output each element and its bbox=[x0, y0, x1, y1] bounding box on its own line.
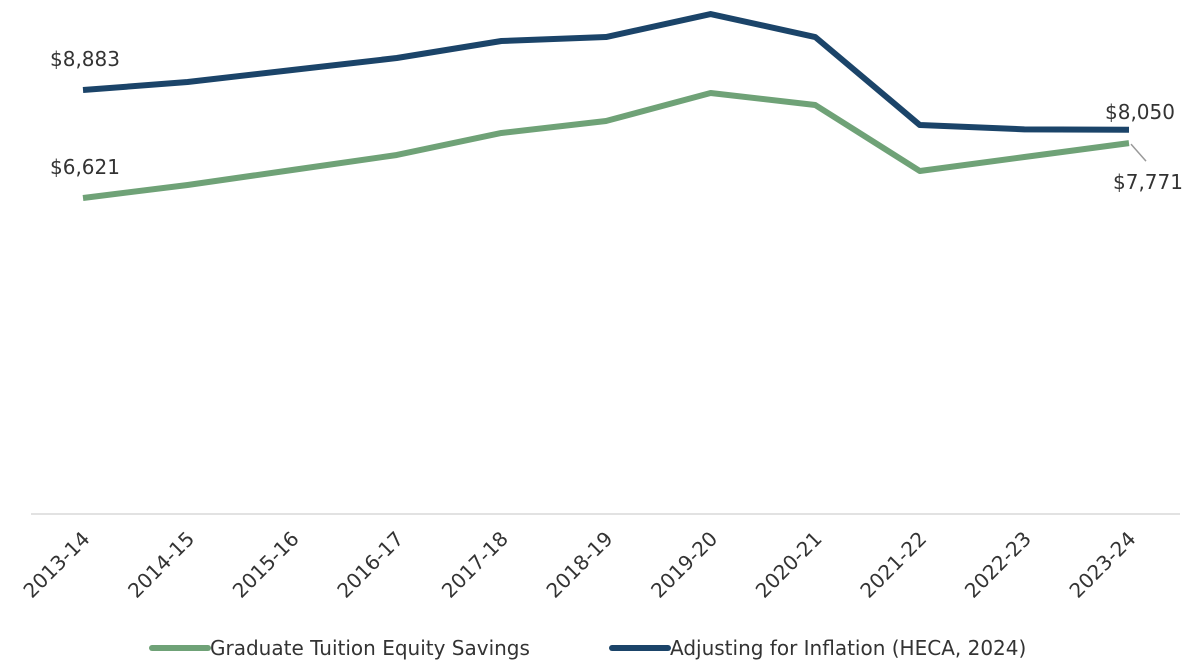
x-tick-label: 2015-16 bbox=[228, 527, 304, 603]
data-label: $7,771 bbox=[1113, 170, 1183, 194]
data-label: $8,883 bbox=[50, 47, 120, 71]
x-tick-label: 2013-14 bbox=[18, 527, 94, 603]
x-tick-label: 2016-17 bbox=[332, 527, 408, 603]
data-label: $8,050 bbox=[1105, 100, 1175, 124]
line-series bbox=[82, 11, 1130, 133]
x-tick-label: 2018-19 bbox=[541, 527, 617, 603]
x-tick-label: 2017-18 bbox=[437, 527, 513, 603]
line-series bbox=[82, 89, 1130, 201]
x-tick-label: 2022-23 bbox=[960, 527, 1036, 603]
legend-label: Adjusting for Inflation (HECA, 2024) bbox=[670, 636, 1026, 660]
x-tick-label: 2019-20 bbox=[646, 527, 722, 603]
x-tick-label: 2020-21 bbox=[751, 527, 827, 603]
x-tick-label: 2021-22 bbox=[855, 527, 931, 603]
data-label: $6,621 bbox=[50, 155, 120, 179]
leader-line bbox=[1130, 143, 1147, 162]
legend-label: Graduate Tuition Equity Savings bbox=[210, 636, 530, 660]
x-tick-label: 2023-24 bbox=[1064, 527, 1140, 603]
x-tick-label: 2014-15 bbox=[123, 527, 199, 603]
